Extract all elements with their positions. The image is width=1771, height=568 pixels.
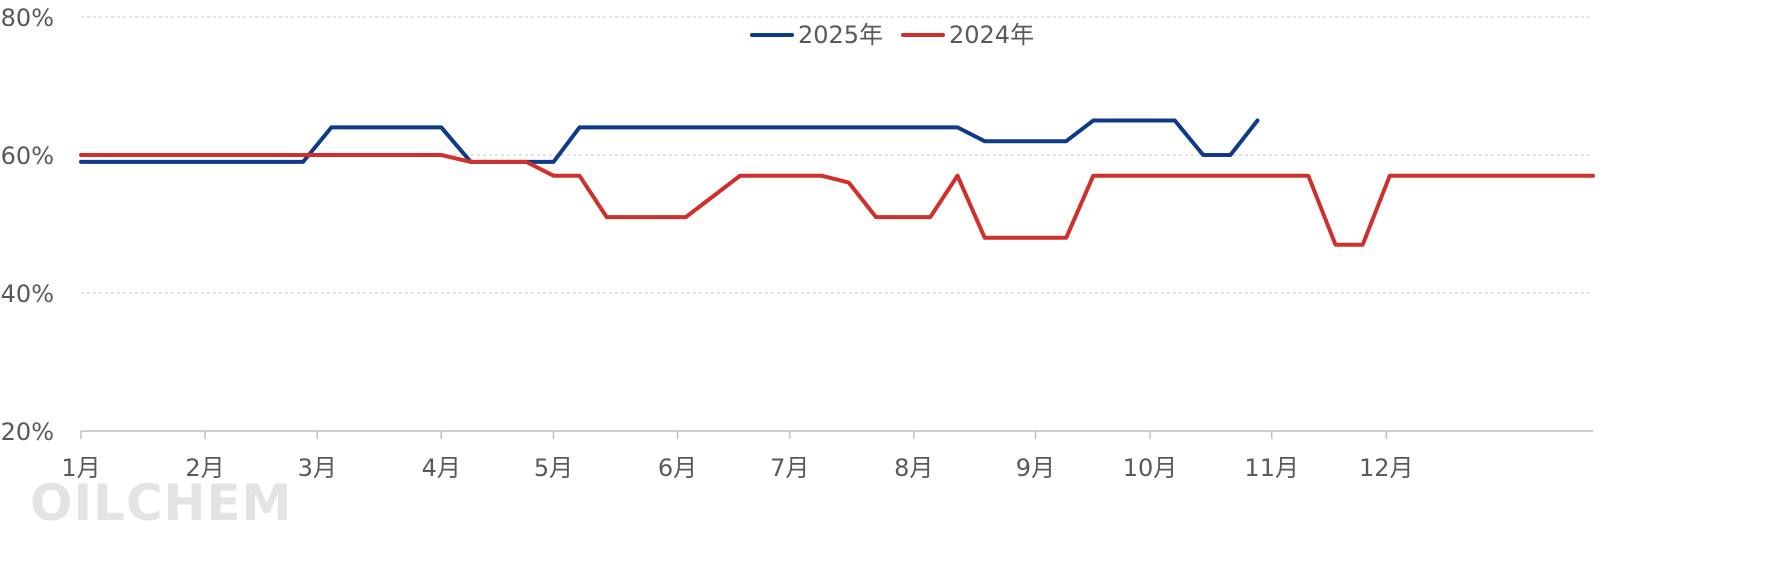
y-tick-label: 20% bbox=[1, 418, 54, 446]
x-tick-label: 11月 bbox=[1244, 454, 1299, 482]
x-tick-label: 3月 bbox=[298, 454, 337, 482]
y-tick-label: 60% bbox=[1, 142, 54, 170]
x-tick-label: 12月 bbox=[1359, 454, 1414, 482]
legend-label: 2024年 bbox=[949, 21, 1034, 49]
x-tick-label: 2月 bbox=[185, 454, 224, 482]
legend-label: 2025年 bbox=[798, 21, 883, 49]
x-tick-label: 5月 bbox=[534, 454, 573, 482]
x-tick-label: 8月 bbox=[894, 454, 933, 482]
x-tick-label: 9月 bbox=[1016, 454, 1055, 482]
y-tick-label: 40% bbox=[1, 280, 54, 308]
x-tick-label: 4月 bbox=[422, 454, 461, 482]
x-tick-label: 1月 bbox=[61, 454, 100, 482]
x-tick-label: 7月 bbox=[770, 454, 809, 482]
y-tick-label: 80% bbox=[1, 4, 54, 32]
y-axis-ticks: 20% 40% 60% 80% bbox=[1, 4, 54, 446]
x-tick-label: 10月 bbox=[1123, 454, 1178, 482]
series-line-2024 bbox=[79, 153, 1595, 247]
watermark-logo: OILCHEM bbox=[30, 474, 292, 532]
series-lines bbox=[79, 118, 1595, 247]
x-tick-label: 6月 bbox=[658, 454, 697, 482]
legend: 2025年 2024年 bbox=[750, 21, 1034, 49]
series-line-2025 bbox=[79, 118, 1260, 164]
x-axis: 1月 2月 3月 4月 5月 6月 7月 8月 9月 10月 11月 12月 bbox=[61, 430, 1593, 482]
